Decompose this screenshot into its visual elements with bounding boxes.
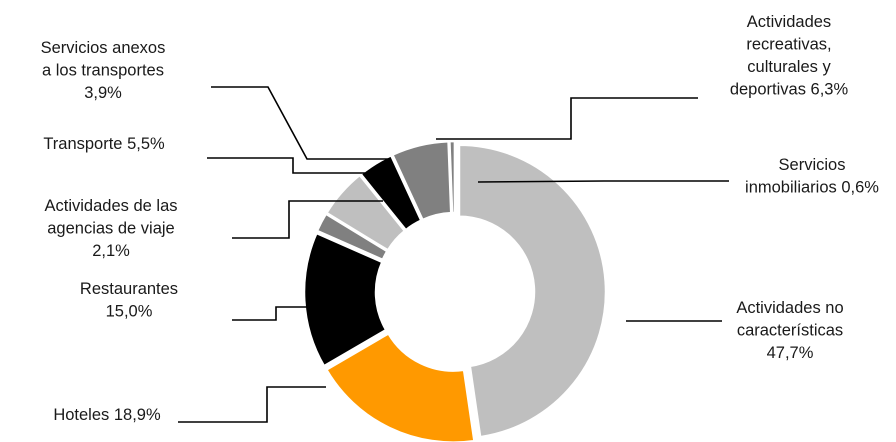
slice-labels: Actividades no características 47,7% Hotele… — [41, 13, 880, 424]
label-agencias: Actividades de las agencias de viaje 2,1% — [45, 197, 178, 260]
leader-line-agencias — [232, 200, 383, 239]
slice-no_caracteristicas — [457, 143, 608, 439]
leader-line-hoteles — [178, 386, 326, 423]
leader-line-inmobiliarios — [477, 180, 729, 183]
label-transporte: Transporte 5,5% — [43, 135, 165, 153]
slice-inmobiliarios — [448, 139, 457, 215]
label-hoteles: Hoteles 18,9% — [53, 406, 161, 424]
leader-line-anexos — [211, 86, 390, 160]
slice-anexos — [358, 153, 424, 232]
donut-slices — [302, 139, 608, 442]
leader-lines — [178, 86, 729, 423]
slice-restaurantes — [302, 231, 388, 368]
label-restaurantes: Restaurantes 15,0% — [80, 280, 178, 321]
label-recreativas: Actividades recreativas, culturales y depor… — [730, 13, 849, 99]
label-no_caracteristicas: Actividades no características 47,7% — [736, 299, 843, 362]
leader-line-recreativas — [436, 97, 698, 140]
slice-hoteles — [324, 331, 476, 442]
leader-line-restaurantes — [232, 306, 313, 321]
leader-line-transporte — [207, 157, 365, 174]
label-inmobiliarios: Servicios inmobiliarios 0,6% — [745, 156, 879, 197]
label-anexos: Servicios anexos a los transportes 3,9% — [41, 39, 166, 102]
